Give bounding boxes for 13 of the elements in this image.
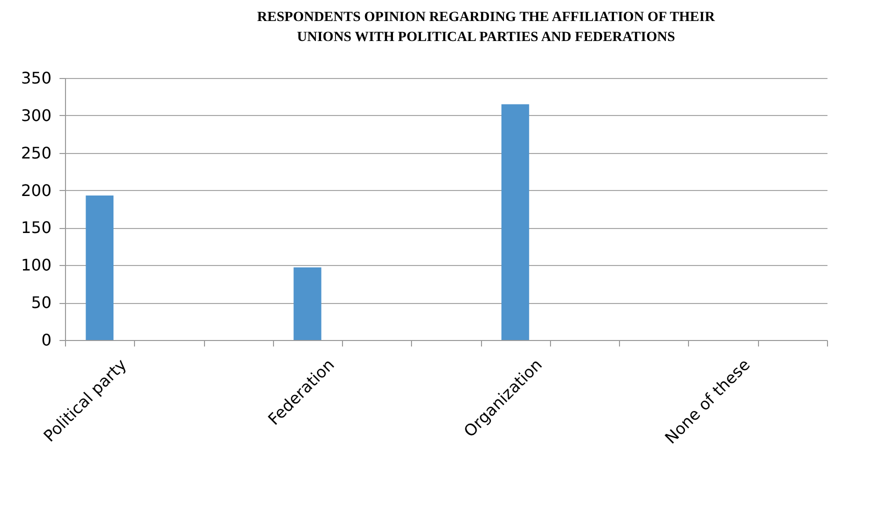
bar [294, 267, 322, 340]
y-tick-label: 300 [20, 106, 52, 125]
bar [501, 104, 530, 340]
y-tick-label: 0 [41, 330, 52, 350]
y-tick-label: 350 [20, 68, 52, 88]
y-tick-label: 100 [20, 256, 52, 275]
y-tick-label: 200 [20, 180, 52, 200]
bar [86, 196, 114, 340]
y-tick-label: 50 [31, 293, 52, 312]
text: UNIONS WITH POLITICAL PARTIES AND FEDERATIONS [297, 30, 675, 45]
text: RESPONDENTS OPINION REGARDING THE AFFILIATION OF THEIR [257, 10, 715, 25]
y-tick-label: 250 [20, 143, 52, 162]
y-tick-label: 150 [20, 218, 52, 238]
